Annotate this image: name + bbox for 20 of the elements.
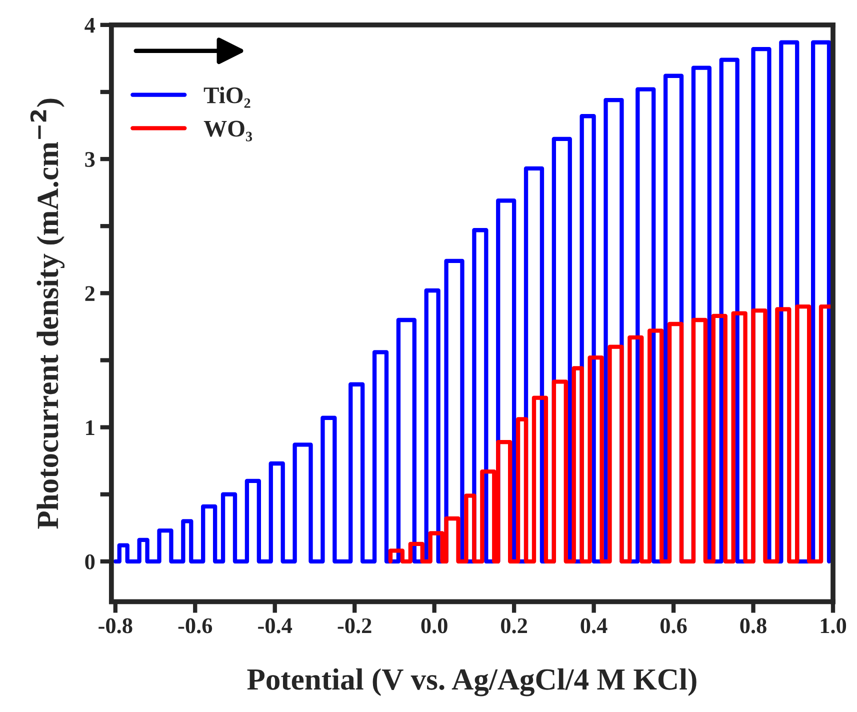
x-axis-title: Potential (V vs. Ag/AgCl/4 M KCl) — [247, 668, 696, 696]
y-tick-label: 0 — [85, 554, 95, 570]
x-tick-label: 0.2 — [501, 618, 527, 634]
x-tick-label: 1.0 — [820, 618, 846, 634]
y-tick-label: 4 — [84, 18, 96, 33]
y-tick-label: 2 — [85, 286, 94, 301]
legend-label: WO₃ — [204, 120, 252, 142]
x-tick-label: -0.2 — [338, 618, 372, 634]
x-tick-label: 0.8 — [740, 618, 766, 634]
line-series — [388, 304, 834, 564]
legend-label: TiO₂ — [204, 86, 250, 108]
x-tick-label: -0.4 — [258, 618, 292, 634]
x-tick-label: 0.4 — [580, 618, 608, 634]
y-axis-title: Photocurrent density (mA.cm$^{−2}$) — [30, 98, 65, 529]
y-tick-label: 1 — [86, 420, 94, 435]
x-tick-label: -0.8 — [98, 618, 132, 634]
x-tick-label: 0.6 — [660, 618, 687, 634]
y-tick-label: 3 — [85, 152, 95, 167]
x-tick-label: 0.0 — [421, 618, 448, 634]
x-tick-label: -0.6 — [178, 618, 212, 634]
